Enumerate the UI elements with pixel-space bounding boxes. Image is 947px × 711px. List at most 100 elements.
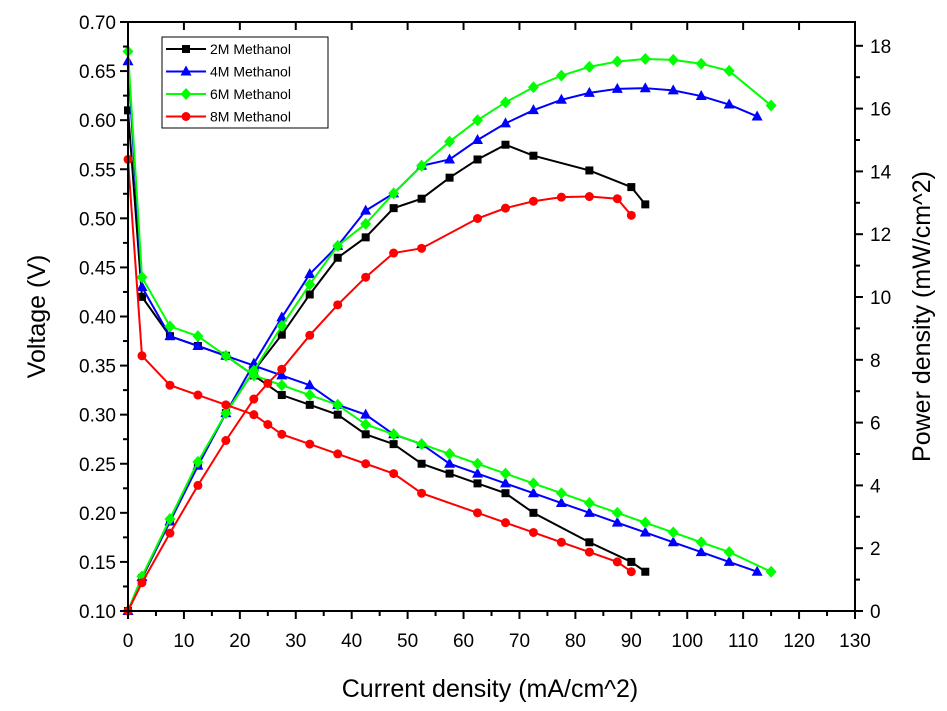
power-point — [472, 114, 484, 127]
voltage-point — [305, 400, 314, 409]
voltage-point — [389, 469, 399, 479]
voltage-point — [751, 565, 763, 576]
power-point — [444, 135, 456, 148]
power-point — [667, 84, 679, 95]
y-axis-voltage: 0.10 0.15 0.20 0.25 0.30 0.35 0.40 0.45 0.50 0.55… — [79, 13, 128, 623]
voltage-point — [611, 516, 623, 527]
y-axis-title: Voltage (V) — [23, 255, 51, 379]
legend: 2M Methanol 4M Methanol 6M Methanol 8M Meth… — [161, 36, 329, 129]
power-point — [751, 110, 763, 121]
power-point — [276, 311, 288, 322]
power-point — [361, 272, 371, 282]
voltage-point — [360, 418, 372, 431]
voltage-point — [556, 537, 566, 547]
voltage-line-4m-methanol — [127, 61, 758, 573]
voltage-point — [584, 547, 594, 557]
power-point — [388, 187, 400, 200]
x-tick-label: 10 — [173, 631, 194, 652]
y-tick-label: 0.50 — [79, 209, 116, 230]
y-tick-label: 0.70 — [79, 13, 116, 34]
power-point — [304, 278, 316, 291]
voltage-point — [695, 536, 707, 549]
voltage-point — [723, 546, 735, 559]
x-tick-label: 110 — [728, 631, 758, 652]
voltage-point — [361, 459, 371, 469]
power-point — [527, 81, 539, 94]
voltage-point — [276, 369, 288, 380]
power-point — [555, 69, 567, 82]
power-point — [555, 93, 567, 104]
series-8m-methanol — [123, 154, 636, 616]
legend-marker — [181, 112, 191, 121]
y2-tick-label: 14 — [870, 162, 892, 183]
legend-marker — [180, 65, 192, 76]
x-tick-label: 60 — [453, 631, 474, 652]
power-point — [765, 99, 777, 112]
voltage-point — [305, 439, 315, 449]
power-point — [221, 435, 231, 445]
voltage-point — [361, 430, 370, 439]
y-tick-label: 0.10 — [79, 602, 116, 623]
power-point — [499, 96, 511, 109]
power-point — [529, 151, 538, 160]
voltage-point — [164, 320, 176, 333]
x-tick-label: 80 — [565, 631, 586, 652]
voltage-point — [263, 419, 273, 429]
x-tick-label: 50 — [397, 631, 418, 652]
power-point — [361, 233, 370, 242]
power-point — [612, 194, 622, 204]
power-point — [248, 364, 260, 377]
voltage-point — [249, 410, 259, 420]
legend-marker — [180, 88, 192, 100]
power-point — [417, 243, 427, 253]
legend-marker — [182, 45, 190, 53]
y2-tick-label: 12 — [870, 225, 891, 246]
voltage-point — [304, 379, 316, 390]
power-point — [639, 52, 651, 65]
voltage-line-6m-methanol — [127, 51, 772, 573]
y-tick-label: 0.55 — [79, 160, 116, 181]
y2-tick-label: 18 — [870, 37, 891, 58]
voltage-point — [473, 508, 483, 518]
power-line-8m-methanol — [127, 195, 633, 612]
y2-tick-label: 8 — [870, 351, 881, 372]
voltage-point — [192, 330, 204, 343]
voltage-point — [765, 565, 777, 578]
voltage-point — [388, 428, 400, 441]
power-point — [193, 480, 203, 490]
power-point — [249, 394, 259, 404]
y2-tick-label: 16 — [870, 100, 891, 121]
voltage-point — [221, 400, 231, 410]
x-tick-label: 0 — [123, 631, 134, 652]
power-point — [723, 64, 735, 77]
x-tick-label: 120 — [783, 631, 815, 652]
power-point — [556, 192, 566, 202]
x-tick-label: 30 — [285, 631, 306, 652]
power-point — [695, 57, 707, 70]
voltage-point — [137, 351, 147, 361]
voltage-point — [136, 281, 148, 292]
voltage-line-8m-methanol — [127, 159, 632, 573]
voltage-point — [136, 271, 148, 284]
y2-tick-label: 4 — [870, 476, 881, 497]
power-point — [639, 82, 651, 93]
voltage-point — [444, 447, 456, 460]
power-point — [333, 300, 343, 310]
y-tick-label: 0.40 — [79, 308, 116, 329]
y2-tick-label: 6 — [870, 414, 881, 435]
voltage-point — [667, 536, 679, 547]
voltage-point — [473, 479, 482, 488]
x-tick-label: 90 — [621, 631, 642, 652]
power-point — [584, 192, 594, 202]
voltage-point — [192, 339, 204, 350]
voltage-point — [611, 506, 623, 519]
series-2m-methanol — [124, 106, 650, 615]
voltage-point — [585, 538, 594, 547]
power-point — [165, 528, 175, 538]
voltage-point — [472, 457, 484, 470]
power-point — [585, 166, 594, 175]
power-point — [305, 290, 314, 299]
power-point — [528, 196, 538, 206]
y2-tick-label: 10 — [870, 288, 891, 309]
